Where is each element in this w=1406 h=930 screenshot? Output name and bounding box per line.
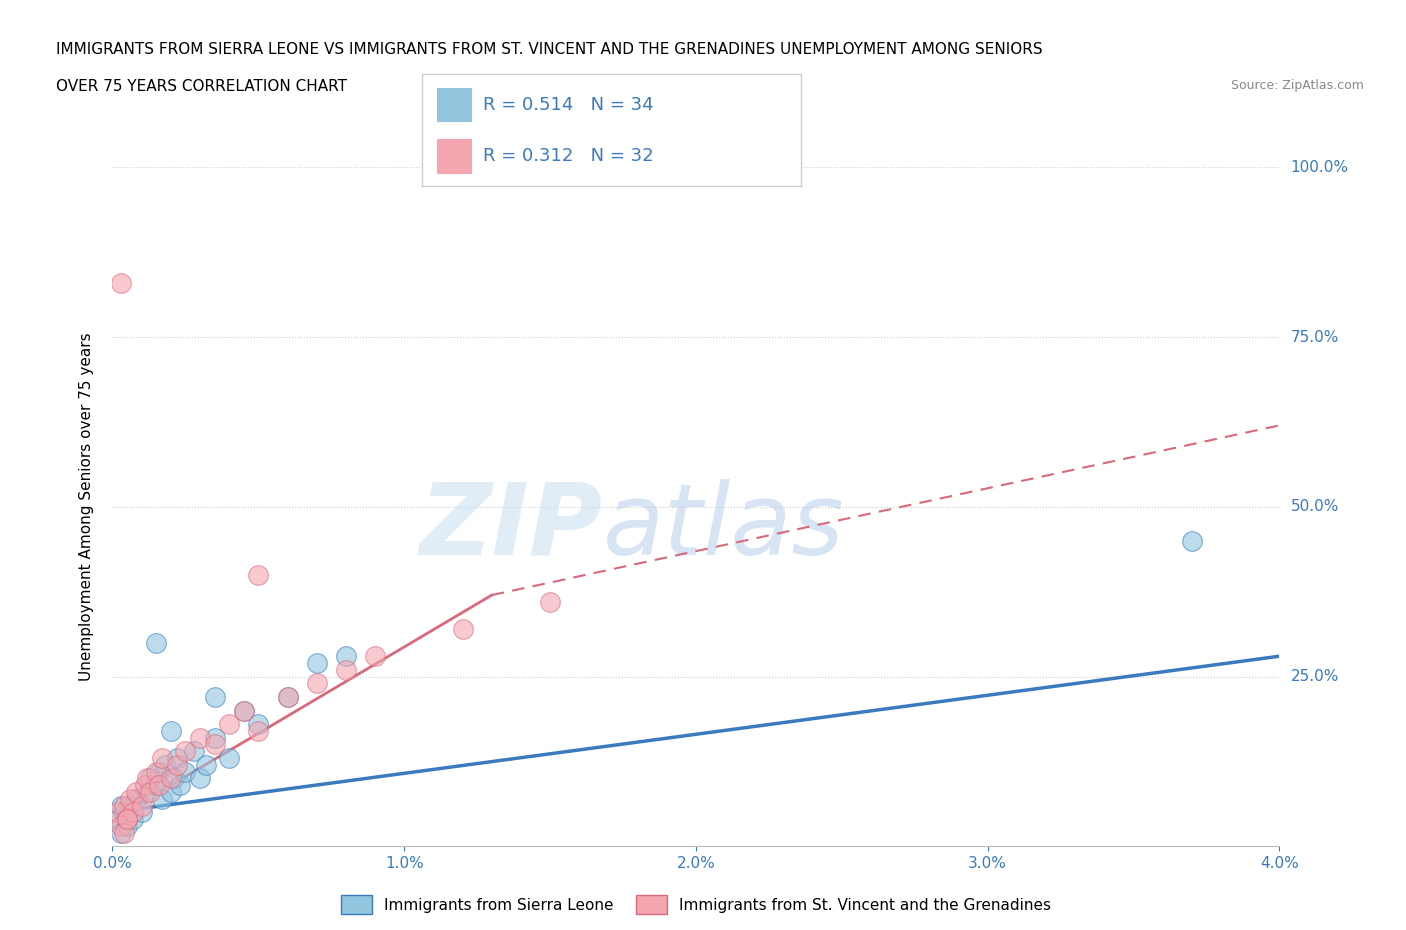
Point bbox=[150, 751, 173, 765]
Point bbox=[451, 621, 474, 636]
Point bbox=[160, 771, 183, 786]
Point bbox=[204, 737, 226, 751]
Point bbox=[110, 275, 132, 290]
Y-axis label: Unemployment Among Seniors over 75 years: Unemployment Among Seniors over 75 years bbox=[79, 333, 94, 681]
Text: OVER 75 YEARS CORRELATION CHART: OVER 75 YEARS CORRELATION CHART bbox=[56, 79, 347, 94]
Point bbox=[107, 805, 129, 820]
Point bbox=[118, 791, 141, 806]
Point bbox=[183, 744, 205, 759]
Text: IMMIGRANTS FROM SIERRA LEONE VS IMMIGRANTS FROM ST. VINCENT AND THE GRENADINES U: IMMIGRANTS FROM SIERRA LEONE VS IMMIGRAN… bbox=[56, 42, 1043, 57]
Point bbox=[115, 818, 138, 833]
Text: atlas: atlas bbox=[603, 479, 844, 576]
Text: R = 0.312   N = 32: R = 0.312 N = 32 bbox=[482, 147, 654, 165]
Point bbox=[160, 785, 183, 800]
Point bbox=[139, 785, 162, 800]
Point bbox=[174, 744, 197, 759]
Point bbox=[150, 791, 173, 806]
Text: 50.0%: 50.0% bbox=[1291, 499, 1339, 514]
Point bbox=[131, 805, 153, 820]
Point bbox=[247, 717, 270, 732]
Point bbox=[145, 777, 167, 792]
Point bbox=[115, 812, 138, 827]
Point bbox=[204, 689, 226, 704]
Point bbox=[112, 825, 135, 840]
Point bbox=[188, 730, 211, 745]
Point bbox=[110, 798, 132, 813]
Point bbox=[122, 805, 145, 820]
Point bbox=[247, 567, 270, 582]
Text: 75.0%: 75.0% bbox=[1291, 329, 1339, 345]
Point bbox=[118, 798, 141, 813]
Point bbox=[305, 656, 328, 671]
Point bbox=[276, 689, 298, 704]
Point bbox=[131, 798, 153, 813]
Text: Source: ZipAtlas.com: Source: ZipAtlas.com bbox=[1230, 79, 1364, 92]
Point bbox=[538, 594, 561, 609]
Text: R = 0.514   N = 34: R = 0.514 N = 34 bbox=[482, 96, 654, 113]
Point bbox=[335, 662, 357, 677]
Point bbox=[112, 805, 135, 820]
Point bbox=[107, 812, 129, 827]
Point bbox=[139, 771, 162, 786]
Point bbox=[163, 771, 186, 786]
Text: 25.0%: 25.0% bbox=[1291, 669, 1339, 684]
Point bbox=[125, 791, 148, 806]
Bar bbox=[437, 140, 471, 173]
Point bbox=[160, 724, 183, 738]
Point bbox=[148, 777, 170, 792]
Point bbox=[134, 777, 156, 792]
Point bbox=[247, 724, 270, 738]
Point bbox=[232, 703, 254, 718]
Point bbox=[194, 757, 217, 772]
Bar bbox=[437, 87, 471, 121]
Point bbox=[145, 635, 167, 650]
Point bbox=[166, 751, 188, 765]
Point bbox=[112, 798, 135, 813]
Point bbox=[188, 771, 211, 786]
Point bbox=[122, 812, 145, 827]
Point bbox=[145, 764, 167, 779]
Text: ZIP: ZIP bbox=[419, 479, 603, 576]
Point bbox=[232, 703, 254, 718]
Point bbox=[148, 764, 170, 779]
Point bbox=[136, 785, 159, 800]
Point bbox=[364, 649, 387, 664]
Point bbox=[204, 730, 226, 745]
Legend: Immigrants from Sierra Leone, Immigrants from St. Vincent and the Grenadines: Immigrants from Sierra Leone, Immigrants… bbox=[335, 889, 1057, 920]
Point bbox=[110, 818, 132, 833]
Point bbox=[115, 812, 138, 827]
Point bbox=[125, 785, 148, 800]
Point bbox=[335, 649, 357, 664]
Point bbox=[153, 757, 176, 772]
Point bbox=[110, 825, 132, 840]
Text: 100.0%: 100.0% bbox=[1291, 160, 1348, 175]
Point bbox=[305, 676, 328, 691]
Point bbox=[276, 689, 298, 704]
Point bbox=[166, 757, 188, 772]
Point bbox=[1181, 534, 1204, 549]
Point bbox=[174, 764, 197, 779]
Point bbox=[136, 771, 159, 786]
Point bbox=[218, 751, 240, 765]
Point bbox=[218, 717, 240, 732]
Point bbox=[169, 777, 191, 792]
